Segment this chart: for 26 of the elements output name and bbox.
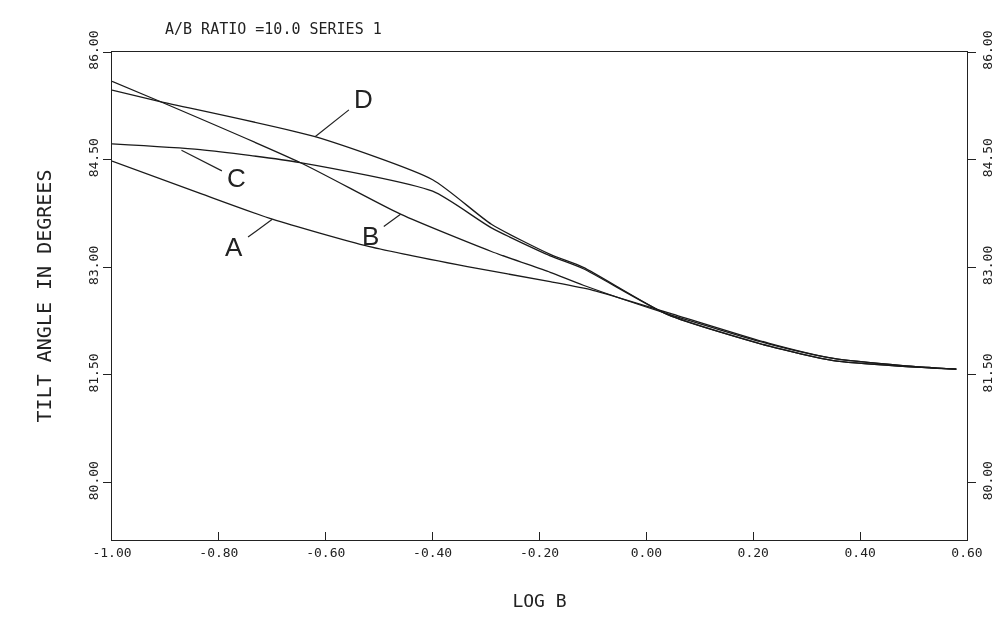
y-tick-label: 80.00 bbox=[85, 461, 101, 501]
y-tick-label: 84.50 bbox=[85, 138, 101, 178]
y-tick-label: 81.50 bbox=[85, 353, 101, 393]
x-axis-title: LOG B bbox=[512, 589, 567, 611]
y2-tick-label: 86.00 bbox=[979, 30, 995, 70]
x-tick-label: -0.20 bbox=[519, 544, 560, 560]
x-tick-label: 0.40 bbox=[844, 544, 876, 560]
annotation: B bbox=[362, 221, 380, 251]
annotation: D bbox=[354, 84, 373, 114]
y2-tick-label: 84.50 bbox=[979, 138, 995, 178]
y-tick-label: 83.00 bbox=[85, 245, 101, 285]
x-tick-label: -0.80 bbox=[199, 544, 239, 560]
y-axis-title: TILT ANGLE IN DEGREES bbox=[32, 169, 57, 423]
chart-title: A/B RATIO =10.0 SERIES 1 bbox=[165, 20, 382, 38]
annotation: A bbox=[225, 232, 243, 262]
y2-tick-label: 81.50 bbox=[979, 353, 995, 393]
annotation: C bbox=[227, 163, 246, 193]
x-tick-label: 0.20 bbox=[737, 544, 769, 560]
y2-tick-label: 80.00 bbox=[979, 461, 995, 501]
x-tick-label: 0.00 bbox=[630, 544, 663, 560]
y2-tick-label: 83.00 bbox=[979, 245, 995, 285]
x-tick-label: -1.00 bbox=[92, 544, 132, 560]
y-tick-label: 86.00 bbox=[85, 30, 101, 70]
x-tick-label: -0.40 bbox=[413, 544, 453, 560]
x-tick-label: -0.60 bbox=[306, 544, 346, 560]
x-tick-label: 0.60 bbox=[951, 544, 983, 560]
